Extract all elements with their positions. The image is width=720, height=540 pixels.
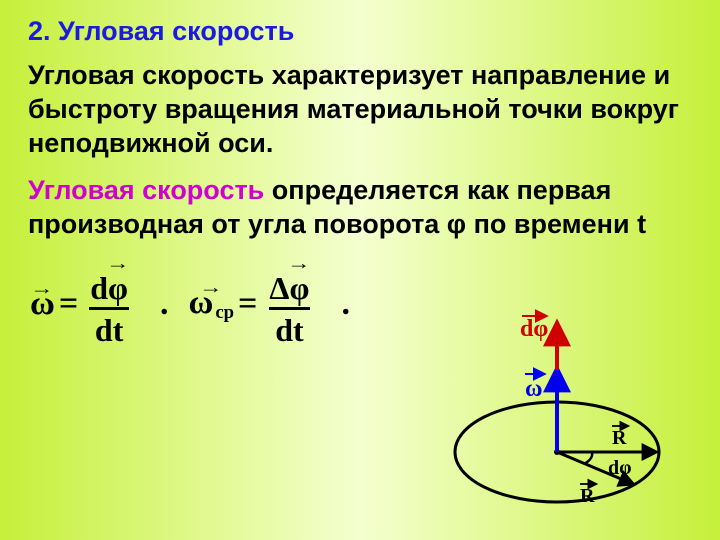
denominator: dt [89, 307, 129, 349]
numerator: dφ [84, 260, 134, 307]
r-label-lower: R [580, 485, 595, 507]
phi-vector-symbol: φ [289, 260, 309, 307]
d-symbol: d [90, 270, 108, 306]
omega-vector-symbol: ω [28, 285, 57, 323]
numerator: Δφ [263, 260, 315, 307]
delta-symbol: Δ [269, 270, 289, 306]
phi-vector-symbol: φ [108, 260, 128, 307]
fraction-dphi-dt: dφ dt [84, 260, 134, 349]
rotation-diagram: dφ ω R R dφ [432, 312, 682, 512]
dphi-angle-label: dφ [608, 457, 632, 479]
formula-omega-avg: ωср = Δφ dt [187, 260, 320, 349]
dphi-arc [584, 452, 592, 464]
section-title: 2. Угловая скорость [28, 16, 692, 47]
denominator: dt [269, 307, 309, 349]
subscript-cp: ср [213, 302, 234, 323]
equals-sign: = [236, 285, 259, 323]
paragraph-2: Угловая скорость определяется как первая… [28, 174, 692, 242]
fraction-deltaphi-dt: Δφ dt [263, 260, 315, 349]
omega-label: ω [525, 376, 543, 402]
omega-avg-vector-symbol: ωср [187, 284, 237, 324]
dphi-label: dφ [520, 316, 548, 342]
equals-sign: = [57, 285, 80, 323]
accent-term: Угловая скорость [28, 175, 264, 205]
period: . [156, 285, 169, 323]
r-label-upper: R [612, 427, 627, 449]
paragraph-1: Угловая скорость характеризует направлен… [28, 59, 692, 160]
period: . [337, 285, 350, 323]
omega-symbol: ω [189, 284, 214, 321]
formula-omega: ω = dφ dt [28, 260, 138, 349]
slide: 2. Угловая скорость Угловая скорость хар… [0, 0, 720, 540]
